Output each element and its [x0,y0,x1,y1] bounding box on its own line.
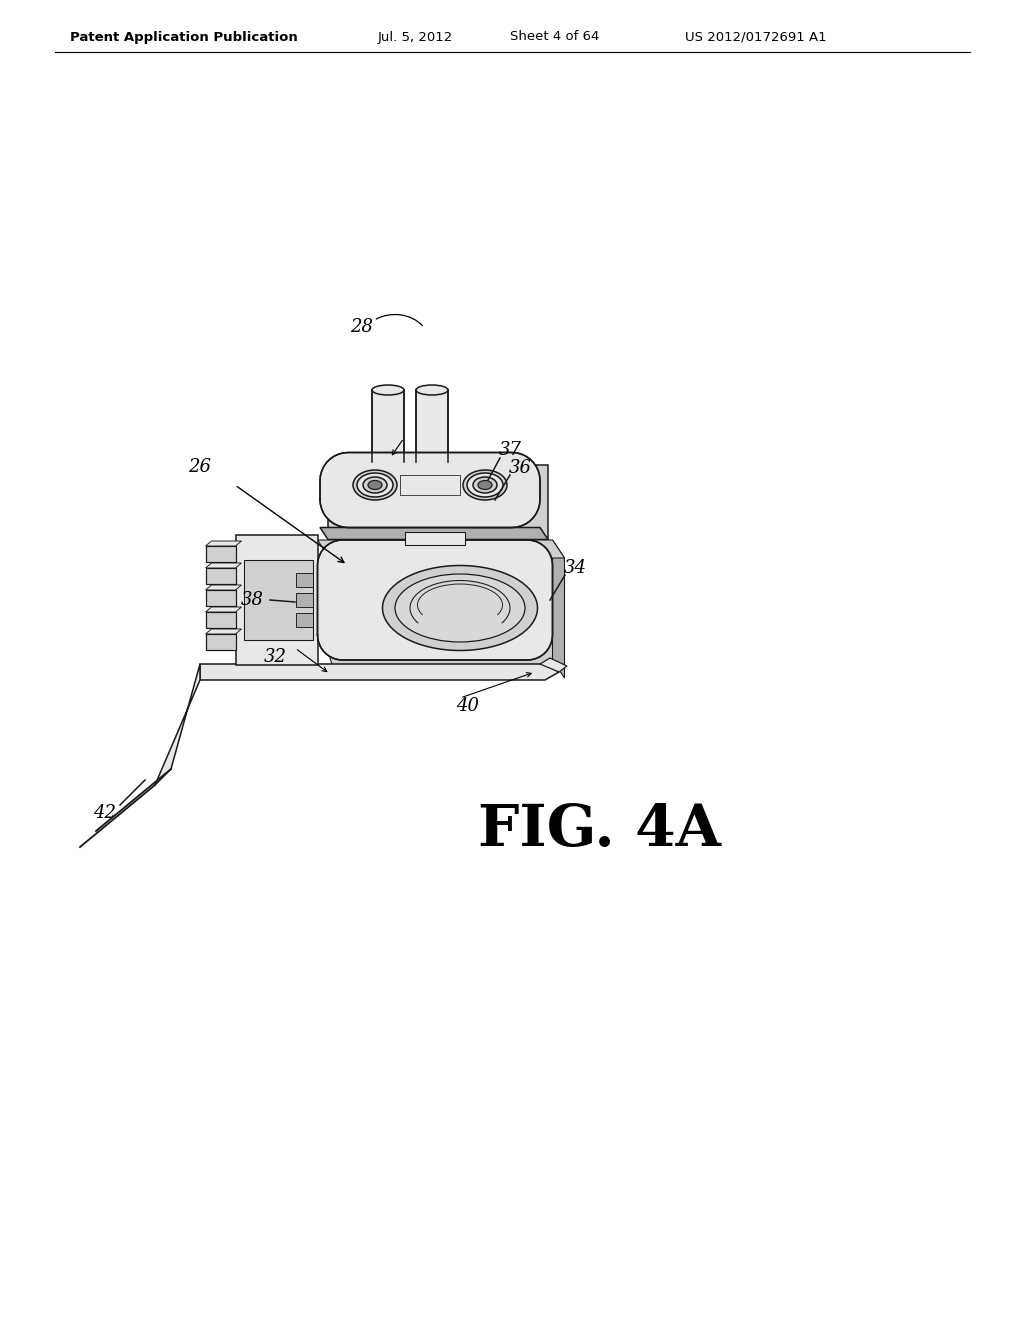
Text: Patent Application Publication: Patent Application Publication [70,30,298,44]
Ellipse shape [395,574,525,642]
Ellipse shape [416,385,449,395]
Ellipse shape [372,457,404,467]
Polygon shape [206,585,242,590]
Polygon shape [406,532,465,545]
Polygon shape [319,453,540,528]
Text: Sheet 4 of 64: Sheet 4 of 64 [510,30,599,44]
Text: 34: 34 [563,558,587,577]
Text: 36: 36 [509,459,531,477]
Ellipse shape [416,457,449,467]
Ellipse shape [463,470,507,500]
Ellipse shape [478,480,492,490]
Polygon shape [553,540,564,678]
Polygon shape [206,541,242,546]
Text: 28: 28 [350,318,373,337]
Text: 37: 37 [499,441,521,459]
Polygon shape [155,664,200,785]
Ellipse shape [467,473,503,498]
Ellipse shape [372,385,404,395]
Polygon shape [330,558,564,678]
Polygon shape [206,568,236,583]
Polygon shape [296,612,312,627]
Polygon shape [200,664,559,680]
Ellipse shape [368,480,382,490]
Text: 42: 42 [93,804,117,822]
Text: 26: 26 [188,458,212,477]
Text: FIG. 4A: FIG. 4A [478,803,722,858]
Polygon shape [206,607,242,612]
Polygon shape [206,590,236,606]
Polygon shape [244,560,312,640]
Ellipse shape [473,477,497,492]
Text: 40: 40 [457,697,479,715]
Ellipse shape [357,473,393,498]
Text: 38: 38 [241,591,263,609]
Polygon shape [317,540,564,558]
Polygon shape [317,540,553,660]
Ellipse shape [383,565,538,651]
Polygon shape [416,389,449,462]
Text: US 2012/0172691 A1: US 2012/0172691 A1 [685,30,826,44]
Ellipse shape [353,470,397,500]
Polygon shape [319,528,548,540]
Polygon shape [400,475,460,495]
Polygon shape [372,389,404,462]
Polygon shape [206,612,236,628]
Polygon shape [206,630,242,634]
Polygon shape [328,465,548,540]
Polygon shape [296,593,312,607]
Polygon shape [540,657,567,672]
Text: 32: 32 [263,648,287,667]
Polygon shape [296,573,312,587]
Polygon shape [206,546,236,562]
Polygon shape [236,535,317,665]
Polygon shape [206,634,236,649]
Ellipse shape [362,477,387,492]
Polygon shape [206,564,242,568]
Text: Jul. 5, 2012: Jul. 5, 2012 [378,30,454,44]
